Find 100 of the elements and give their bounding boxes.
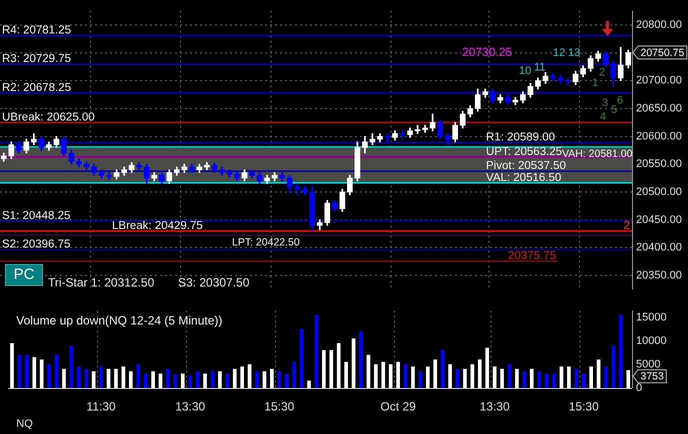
bar [352,338,356,388]
bar [307,380,311,388]
annotation: 4 [600,111,606,124]
text: 3753 [640,370,664,383]
bar [218,371,222,388]
bar [485,348,490,388]
bar [144,374,148,388]
bar [470,364,474,388]
bar [544,374,548,388]
y-tick-label: 15000 [636,312,667,324]
bar [210,371,214,388]
annotation: 6 [617,94,624,106]
y-tick-label: 20500.00 [636,186,682,198]
y-tick-label: 20350.00 [636,270,682,282]
annotation: 3 [602,97,608,110]
bar [84,368,88,388]
bar [344,362,348,388]
bar [589,366,593,388]
bar [10,343,14,388]
bar [508,364,512,388]
bar [492,366,496,388]
bar [574,368,578,388]
ref-line-label: LPT: 20422.50 [232,236,300,248]
pc-button: PC [5,264,43,286]
x-tick-label: 11:30 [86,400,116,414]
bar [277,371,282,388]
bar [411,366,415,388]
bar [322,350,326,388]
bar [270,368,274,388]
x-tick-label: Oct 29 [380,400,416,414]
bar [537,371,542,388]
annotation: 13 [568,46,580,59]
bar [188,376,192,388]
bar [122,366,126,388]
bar [478,360,482,388]
bar [418,371,422,388]
bar [552,374,556,388]
bar [240,366,244,388]
bar [388,364,393,388]
bar [329,350,334,388]
y-tick-label: 20600.00 [636,130,682,142]
y-tick-label: 20400.00 [636,242,682,254]
annotation: 1 [592,77,598,90]
bar [596,360,600,388]
bar [92,371,96,388]
y-tick-label: 20450.00 [636,214,682,226]
ref-line-label: VAL: 20516.50 [486,172,562,184]
x-tick-label: 15:30 [264,400,295,414]
bar [158,374,162,388]
bar [151,371,155,388]
bar [560,366,564,388]
bar [530,368,534,388]
bar [18,354,22,388]
x-tick-label: 15:30 [568,400,600,414]
bar [336,343,341,388]
bar [463,368,467,388]
bar [262,371,266,388]
bar [70,345,74,388]
candlestick [384,133,390,142]
bar [567,366,571,388]
y-tick-label: 10000 [636,335,667,348]
bar [248,364,252,388]
bar [32,357,36,388]
bar [62,368,66,388]
bar [196,371,200,388]
bar [174,374,178,388]
bar [314,314,318,388]
chart-title: Volume up down(NQ 12-24 (5 Minute)) [16,314,222,328]
bar [180,374,185,388]
bar [612,345,616,388]
bar [366,354,370,388]
bar [166,368,170,388]
bar [582,374,586,388]
bar [404,364,408,388]
bar [25,354,29,388]
bar [76,366,81,388]
bar [232,368,237,388]
bar [456,368,460,388]
y-tick-label: 20650.00 [636,102,682,115]
text: NQ [16,418,34,430]
y-tick-label: 20550.00 [636,158,682,170]
bar [448,364,452,388]
annotation: 5 [611,104,618,116]
bar [515,368,519,388]
ref-line-label: R4: 20781.25 [2,24,72,37]
annotation: 12 [553,46,566,59]
annotation: 10 [519,65,532,78]
bar [47,364,51,388]
candlestick [400,130,406,140]
ref-line-label: 20375.75 [508,250,556,262]
bar [604,366,608,388]
ref-line-label: R1: 20589.00 [486,131,556,144]
y-tick-label: 0 [636,382,642,394]
bar [203,374,207,388]
ref-line-label: UBreak: 20625.00 [2,111,95,124]
ref-line-label: S1: 20448.25 [2,210,70,222]
bar [374,364,378,388]
annotation: 2 [599,66,606,78]
bar [500,368,504,388]
bar [619,314,623,388]
